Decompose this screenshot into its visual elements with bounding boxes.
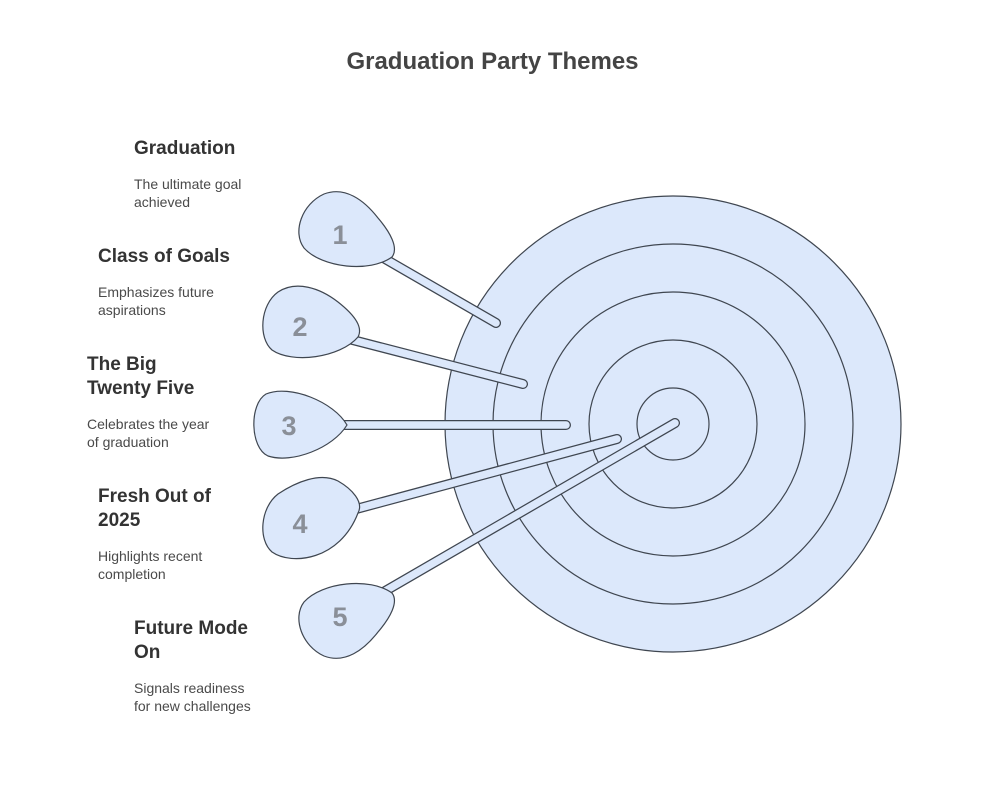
theme-item-5: Future Mode On Signals readiness for new…	[134, 617, 334, 715]
theme-description: The ultimate goal achieved	[134, 176, 242, 210]
dart-3-number: 3	[281, 411, 296, 441]
theme-description: Celebrates the year of graduation	[87, 416, 210, 450]
dart-1-number: 1	[332, 220, 347, 250]
theme-item-3: The Big Twenty Five Celebrates the year …	[87, 353, 287, 451]
theme-description: Signals readiness for new challenges	[134, 680, 251, 714]
theme-description: Highlights recent completion	[98, 548, 203, 582]
theme-heading: Graduation	[134, 138, 236, 159]
dart-2-number: 2	[292, 312, 307, 342]
dart-5-number: 5	[332, 602, 347, 632]
dart-2-stem	[341, 334, 527, 388]
dart-4-number: 4	[292, 509, 307, 539]
dart-heads	[253, 191, 396, 659]
theme-item-2: Class of Goals Emphasizes future aspirat…	[98, 245, 298, 319]
dart-4-stem	[341, 435, 621, 516]
theme-heading: Fresh Out of 2025	[98, 486, 211, 531]
theme-heading: Future Mode On	[134, 618, 248, 663]
theme-heading: Class of Goals	[98, 246, 230, 267]
theme-item-4: Fresh Out of 2025 Highlights recent comp…	[98, 485, 298, 583]
dart-5-head	[298, 582, 396, 659]
dart-numbers: 1 2 3 4 5	[281, 220, 347, 632]
dart-5-stem	[376, 419, 679, 598]
dart-1-stem	[376, 252, 500, 327]
theme-item-1: Graduation The ultimate goal achieved	[134, 137, 334, 211]
dart-stems	[330, 251, 680, 599]
dart-2-head	[262, 285, 361, 359]
theme-description: Emphasizes future aspirations	[98, 284, 214, 318]
diagram-title: Graduation Party Themes	[346, 48, 639, 75]
theme-heading: The Big Twenty Five	[87, 354, 195, 399]
dart-1-head	[298, 191, 396, 268]
dart-4-head	[262, 477, 361, 560]
dart-3-head	[253, 390, 348, 459]
